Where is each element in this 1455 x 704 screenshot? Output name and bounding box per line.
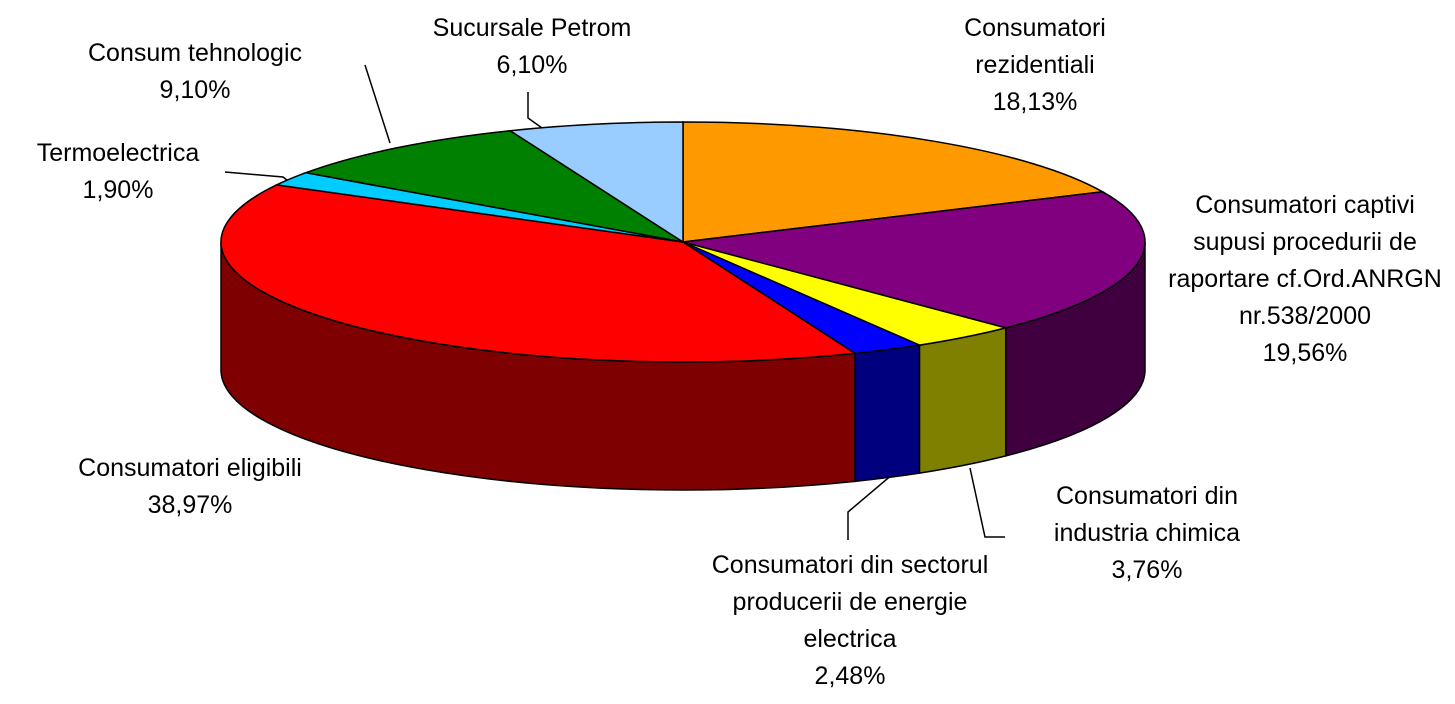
- leader-line: [527, 92, 543, 129]
- value-label: 2,48%: [814, 662, 886, 690]
- value-label: 19,56%: [1262, 339, 1348, 367]
- slice-label: Consumatori din industria chimica 3,76%: [1022, 478, 1272, 589]
- category-label: Consumatori din industria chimica: [1053, 482, 1241, 547]
- value-label: 3,76%: [1111, 556, 1183, 584]
- category-label: Termoelectrica: [36, 139, 200, 167]
- slice-side: [854, 344, 921, 483]
- category-label: Consumatori rezidentiali: [964, 14, 1106, 79]
- slice-label: Consumatori din sectorul producerii de e…: [697, 547, 1003, 695]
- leader-line: [847, 473, 894, 540]
- category-label: Consumatori din sectorul producerii de e…: [711, 551, 989, 653]
- pie-tops: [220, 121, 1146, 363]
- slice-label: Termoelectrica 1,90%: [8, 135, 228, 209]
- slice-label: Sucursale Petrom 6,10%: [382, 10, 682, 84]
- value-label: 9,10%: [159, 76, 231, 104]
- value-label: 38,97%: [147, 491, 233, 519]
- category-label: Consumatori eligibili: [78, 454, 302, 482]
- value-label: 18,13%: [992, 88, 1078, 116]
- slice: [303, 129, 684, 243]
- category-label: Consum tehnologic: [87, 39, 302, 67]
- leader-line: [364, 64, 391, 144]
- slice-label: Consumatori rezidentiali 18,13%: [945, 10, 1125, 121]
- slice: [508, 121, 684, 244]
- slice-label: Consum tehnologic 9,10%: [45, 35, 345, 109]
- leader-line: [969, 467, 1005, 538]
- value-label: 1,90%: [82, 176, 154, 204]
- slice-label: Consumatori captivi supusi procedurii de…: [1157, 187, 1453, 372]
- category-label: Consumatori captivi supusi procedurii de…: [1168, 191, 1442, 330]
- category-label: Sucursale Petrom: [432, 14, 632, 42]
- slice: [682, 121, 1105, 243]
- slice-label: Consumatori eligibili 38,97%: [20, 450, 360, 524]
- value-label: 6,10%: [496, 51, 568, 79]
- slice-side: [918, 326, 1007, 474]
- slice: [682, 191, 1146, 329]
- slice: [220, 184, 858, 363]
